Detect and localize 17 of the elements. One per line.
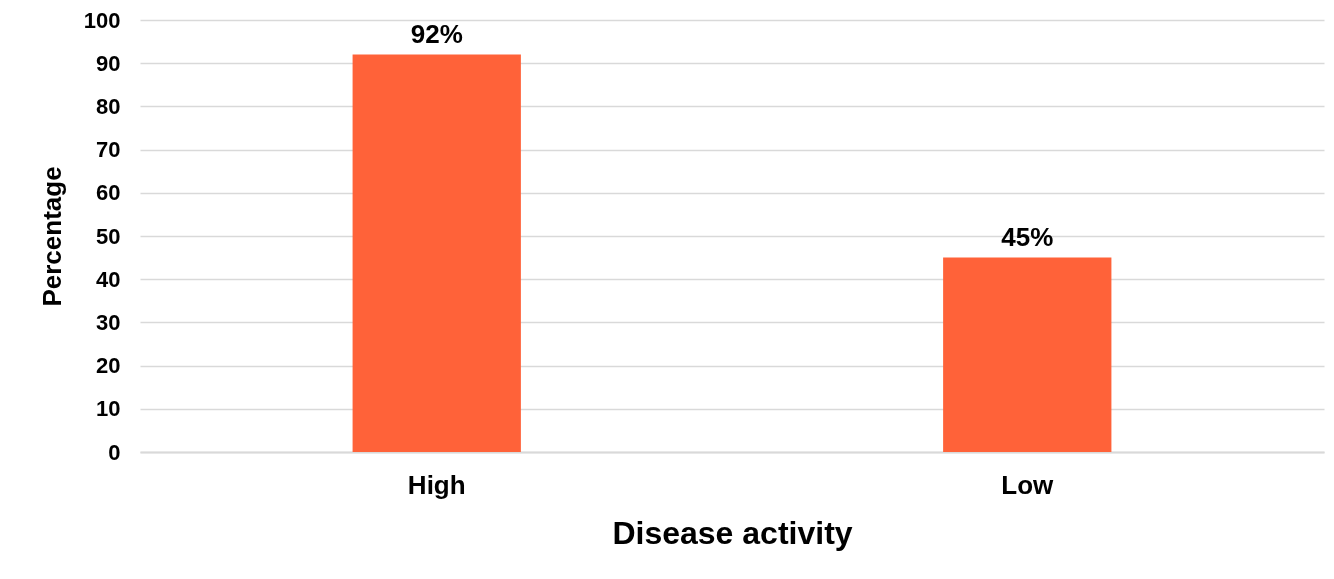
y-tick-label: 30 [96,309,121,335]
y-tick-label: 40 [96,266,121,292]
x-tick-label: High [407,469,466,500]
x-tick-label: Low [1001,469,1055,500]
y-tick-label: 10 [96,396,121,422]
y-tick-label: 50 [96,223,121,249]
y-tick-label: 80 [96,93,121,119]
x-axis-title: Disease activity [612,514,853,551]
data-label: 92% [410,18,463,49]
y-tick-label: 100 [83,7,121,33]
y-tick-label: 60 [96,180,121,206]
data-label: 45% [1001,221,1054,252]
y-tick-label: 90 [96,50,121,76]
y-tick-label: 70 [96,137,121,163]
y-axis-title: Percentage [36,166,67,307]
y-tick-label: 0 [108,439,121,465]
y-tick-label: 20 [96,353,121,379]
